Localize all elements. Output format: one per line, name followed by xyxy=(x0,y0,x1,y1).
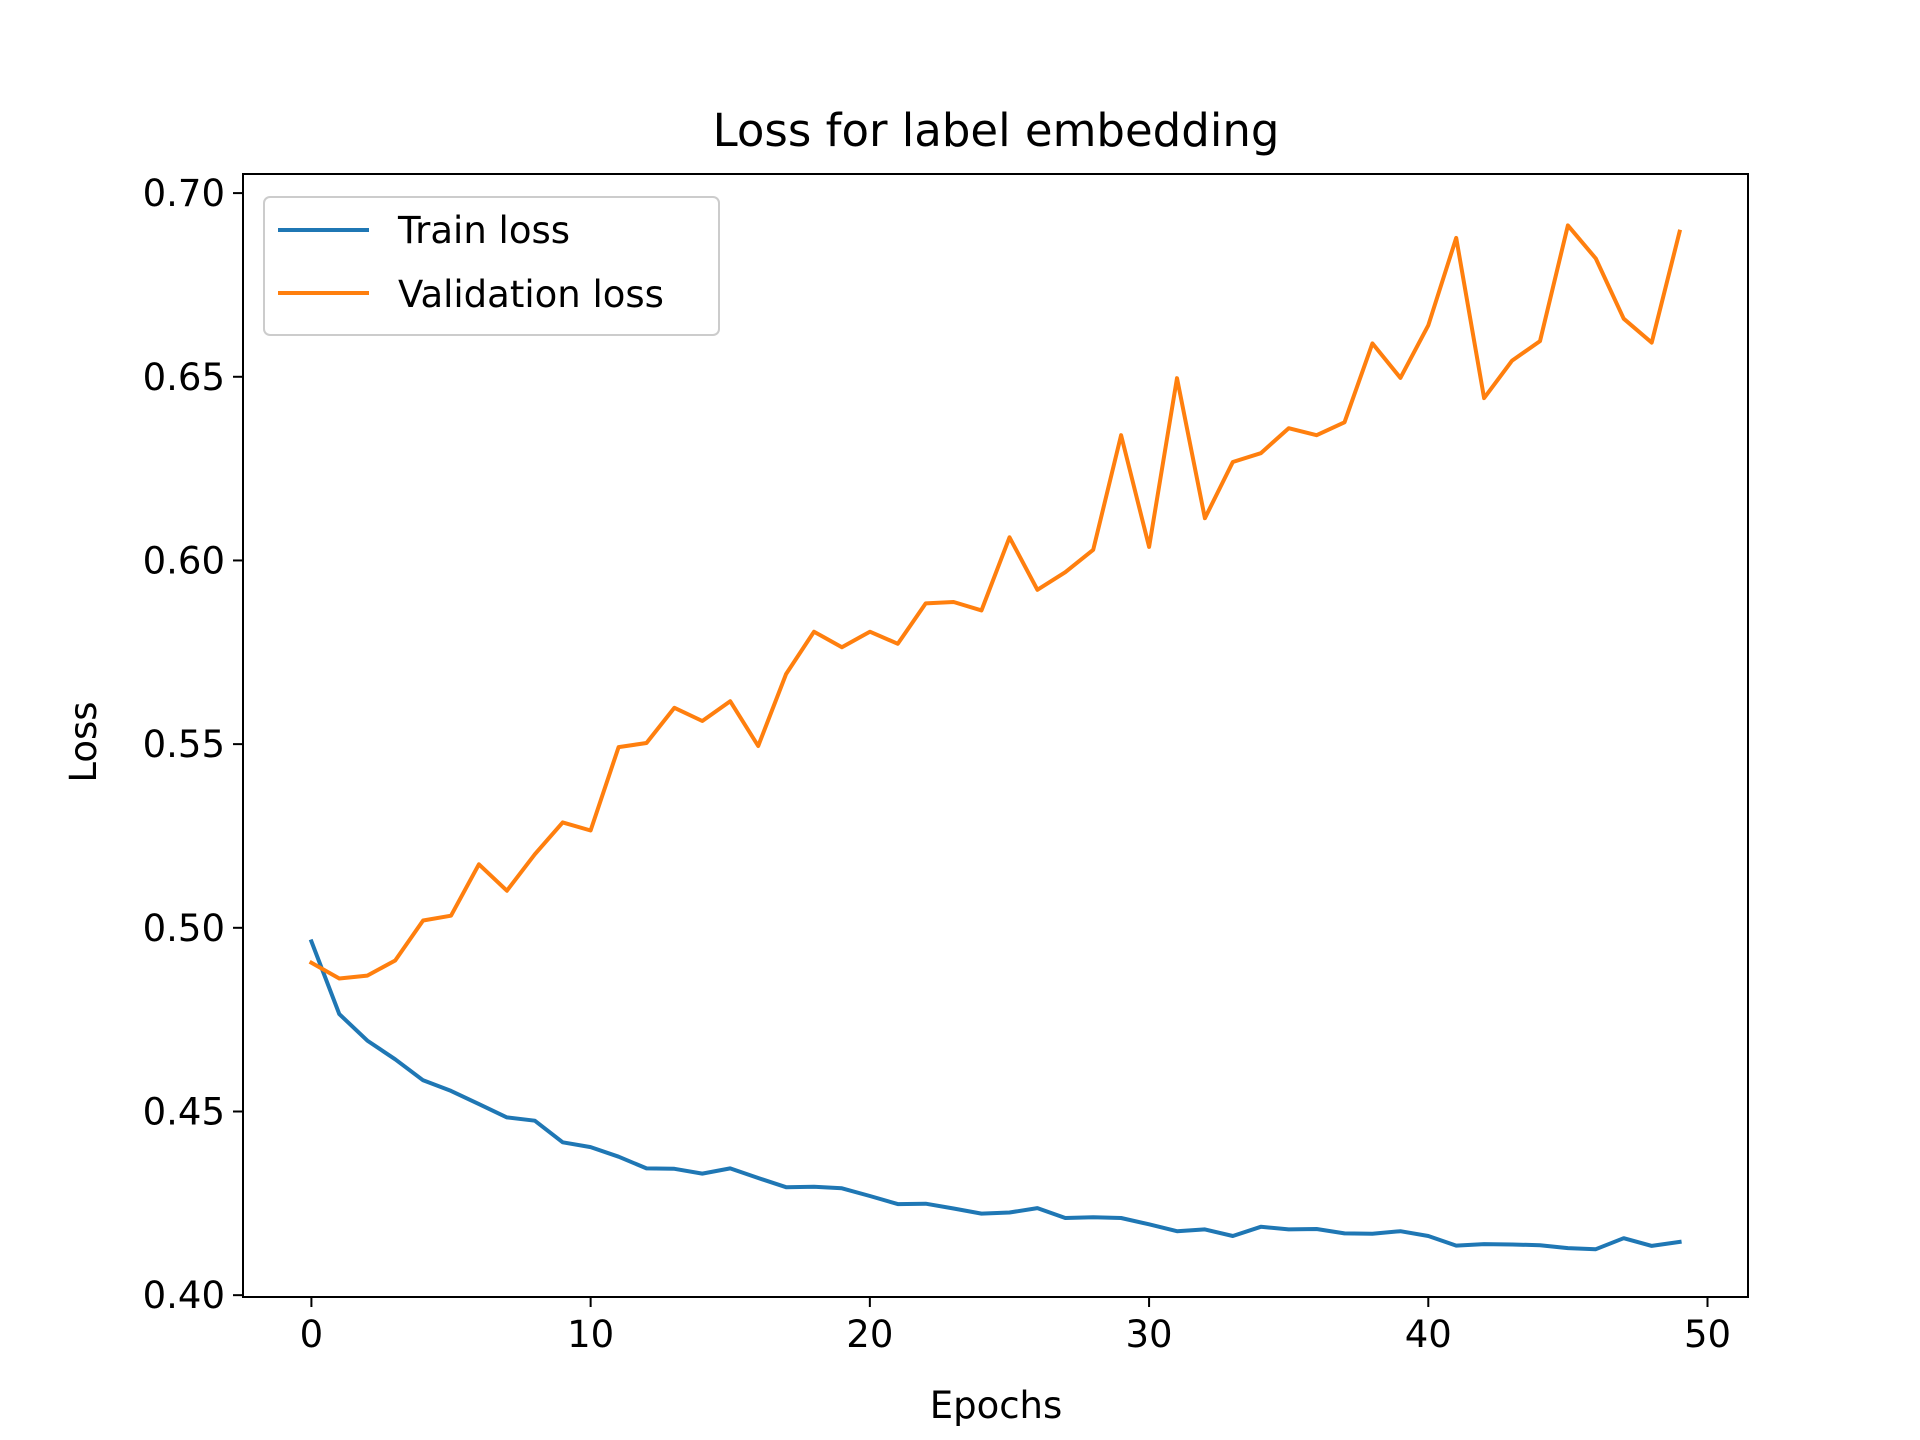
y-tick-label: 0.70 xyxy=(143,172,225,215)
y-axis-label: Loss xyxy=(62,701,105,782)
y-tick-label: 0.40 xyxy=(143,1274,225,1317)
chart-title: Loss for label embedding xyxy=(713,104,1280,157)
series-line-train-loss xyxy=(308,938,1682,1252)
x-tick-label: 50 xyxy=(1684,1313,1731,1356)
y-tick-label: 0.55 xyxy=(143,723,225,766)
legend-label-train-loss: Train loss xyxy=(397,209,570,252)
y-tick-label: 0.50 xyxy=(143,907,225,950)
x-tick-label: 30 xyxy=(1126,1313,1173,1356)
x-tick-label: 20 xyxy=(846,1313,893,1356)
x-tick-label: 40 xyxy=(1405,1313,1452,1356)
axes-frame xyxy=(242,173,1749,1298)
legend-label-validation-loss: Validation loss xyxy=(398,273,664,316)
y-tick-label: 0.60 xyxy=(143,539,225,582)
plot-area: 0 10 20 30 40 50 0.40 0.45 0.50 0.55 0.60 0.65 0.70 xyxy=(143,172,1749,1356)
y-tick-label: 0.45 xyxy=(143,1090,225,1133)
y-tick-label: 0.65 xyxy=(143,356,225,399)
legend-box xyxy=(263,196,720,336)
series-line-validation-loss xyxy=(308,223,1683,981)
x-axis-label: Epochs xyxy=(930,1384,1063,1427)
legend: Train loss Validation loss xyxy=(263,196,720,336)
x-tick-label: 10 xyxy=(567,1313,614,1356)
x-tick-label: 0 xyxy=(300,1313,324,1356)
